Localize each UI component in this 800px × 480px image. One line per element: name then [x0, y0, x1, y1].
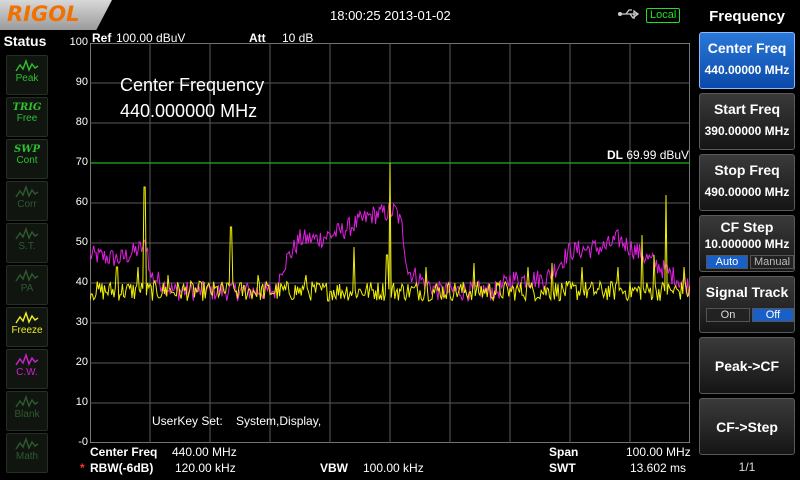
y-tick-label: 60: [75, 196, 88, 208]
y-tick-label: 30: [75, 316, 88, 328]
peak-icon: [15, 59, 39, 72]
rigol-logo: RIGOL: [0, 0, 112, 30]
cw-icon: [15, 353, 39, 366]
y-tick-label: -0: [78, 436, 88, 448]
status-item-label: Cont: [16, 155, 38, 166]
y-tick-label: 50: [75, 236, 88, 248]
rbw-label: RBW(-6dB): [90, 461, 154, 475]
center-freq-button-label: Center Freq: [707, 40, 787, 56]
status-item-label: Corr: [17, 199, 37, 210]
swt-label: SWT: [549, 461, 576, 475]
signal-track-button-label: Signal Track: [705, 284, 789, 300]
rbw-value: 120.00 kHz: [175, 461, 236, 475]
peak-to-cf-button-label: Peak->CF: [714, 358, 780, 374]
math-icon: [15, 437, 39, 450]
cf-step-button-label: CF Step: [720, 219, 774, 235]
blank-icon: [15, 395, 39, 408]
y-tick-label: 70: [75, 156, 88, 168]
span-value: 100.00 MHz: [626, 445, 691, 459]
y-tick-label: 100: [69, 36, 88, 48]
vbw-value: 100.00 kHz: [363, 461, 424, 475]
center-freq-button[interactable]: Center Freq 440.00000 MHz: [699, 32, 795, 89]
status-panel: Status Peak TRIG Free SWP Cont Corr S.T. PA Free…: [0, 31, 50, 480]
y-tick-label: 20: [75, 356, 88, 368]
status-item-label: PA: [20, 283, 34, 294]
center-freq-button-value: 440.00000 MHz: [704, 63, 790, 77]
cf-step-button-value: 10.000000 MHz: [704, 237, 790, 251]
usb-icon: [618, 9, 640, 19]
signal-track-button[interactable]: Signal Track On Off: [699, 276, 795, 333]
status-blank-button[interactable]: Blank: [6, 391, 48, 431]
status-item-label: Blank: [14, 409, 40, 420]
frequency-menu: Frequency Center Freq 440.00000 MHz Star…: [697, 0, 800, 480]
menu-page-indicator: 1/1: [738, 460, 756, 474]
display-line-label: DL 69.99 dBuV: [607, 148, 690, 162]
center-freq-value: 440.00 MHz: [172, 445, 237, 459]
status-item-label: Math: [15, 451, 39, 462]
status-pa-button[interactable]: PA: [6, 265, 48, 305]
annotation-line2: 440.000000 MHz: [120, 101, 258, 121]
vbw-label: VBW: [320, 461, 348, 475]
ref-value: 100.00 dBuV: [116, 31, 186, 45]
local-indicator: Local: [646, 8, 681, 23]
swp-icon: SWP: [14, 144, 40, 155]
date-time: 18:00:25 2013-01-02: [330, 8, 451, 23]
stop-freq-button[interactable]: Stop Freq 490.00000 MHz: [699, 154, 795, 211]
att-value: 10 dB: [282, 31, 314, 45]
ref-label: Ref: [92, 31, 112, 45]
annotation-line1: Center Frequency: [120, 75, 265, 95]
st-icon: [15, 227, 39, 240]
status-free-button[interactable]: TRIG Free: [6, 97, 48, 137]
menu-title: Frequency: [709, 8, 785, 25]
status-item-label: Freeze: [11, 325, 43, 336]
cf-step-manual-option[interactable]: Manual: [750, 255, 794, 269]
att-label: Att: [249, 31, 266, 45]
status-title: Status: [3, 33, 47, 49]
status-item-label: Free: [16, 113, 38, 124]
cf-step-button[interactable]: CF Step 10.000000 MHz Auto Manual: [699, 215, 795, 272]
corr-icon: [15, 185, 39, 198]
status-freeze-button[interactable]: Freeze: [6, 307, 48, 347]
signal-track-off-option[interactable]: Off: [752, 308, 794, 322]
status-item-label: Peak: [15, 73, 39, 84]
status-corr-button[interactable]: Corr: [6, 181, 48, 221]
status-cw-button[interactable]: C.W.: [6, 349, 48, 389]
center-freq-label: Center Freq: [90, 445, 158, 459]
top-bar: RIGOL 18:00:25 2013-01-02 Local: [0, 0, 697, 31]
freeze-icon: [15, 311, 39, 324]
status-item-label: C.W.: [16, 367, 38, 378]
status-cont-button[interactable]: SWP Cont: [6, 139, 48, 179]
status-math-button[interactable]: Math: [6, 433, 48, 473]
trace-yellow: [90, 162, 690, 303]
y-tick-label: 40: [75, 276, 88, 288]
swt-value: 13.602 ms: [630, 461, 687, 475]
peak-to-cf-button[interactable]: Peak->CF: [699, 337, 795, 394]
y-tick-label: 80: [75, 116, 88, 128]
start-freq-button-value: 390.00000 MHz: [704, 124, 790, 138]
stop-freq-button-value: 490.00000 MHz: [704, 185, 790, 199]
rbw-star: *: [80, 461, 85, 475]
start-freq-button[interactable]: Start Freq 390.00000 MHz: [699, 93, 795, 150]
pa-icon: [15, 269, 39, 282]
cf-to-step-button[interactable]: CF->Step: [699, 398, 795, 455]
y-tick-label: 90: [75, 76, 88, 88]
userkey-set: UserKey Set: System,Display,: [152, 414, 322, 428]
cf-step-auto-option[interactable]: Auto: [706, 255, 748, 269]
start-freq-button-label: Start Freq: [713, 101, 781, 117]
y-tick-label: 10: [75, 396, 88, 408]
signal-track-on-option[interactable]: On: [706, 308, 750, 322]
stop-freq-button-label: Stop Freq: [714, 162, 780, 178]
spectrum-plot[interactable]: [90, 43, 690, 443]
status-st-button[interactable]: S.T.: [6, 223, 48, 263]
span-label: Span: [549, 445, 579, 459]
status-peak-button[interactable]: Peak: [6, 55, 48, 95]
status-item-label: S.T.: [18, 241, 36, 252]
cf-to-step-button-label: CF->Step: [716, 419, 778, 435]
trig-icon: TRIG: [12, 102, 42, 113]
